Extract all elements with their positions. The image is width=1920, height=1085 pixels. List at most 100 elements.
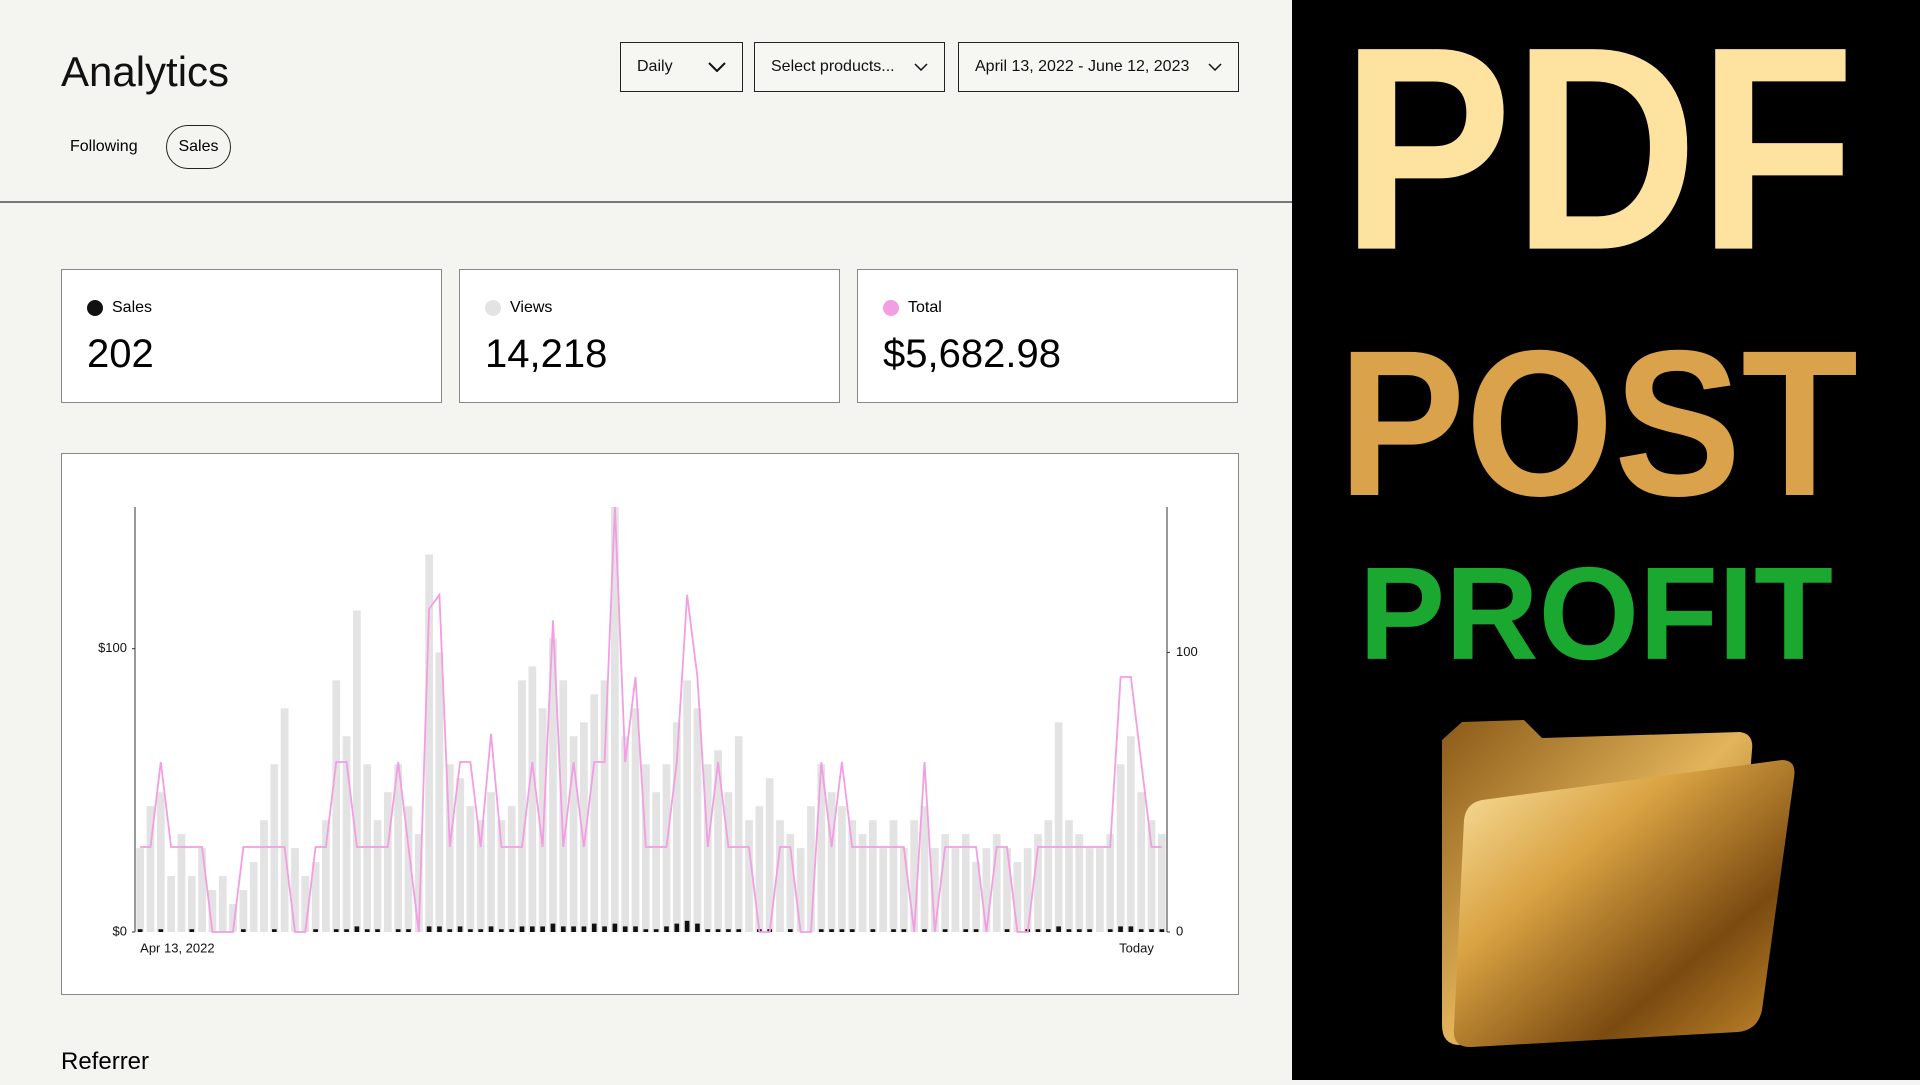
bar (395, 929, 401, 932)
bar (538, 708, 547, 932)
bar (519, 926, 525, 932)
bar (1085, 848, 1094, 932)
bar (1054, 722, 1063, 932)
bar (270, 764, 279, 932)
divider (0, 201, 1292, 203)
promo-line: PROFIT (1359, 540, 1833, 687)
bar (664, 926, 669, 932)
y-tick-label: $0 (113, 923, 127, 938)
bar (1127, 736, 1135, 932)
bar (1107, 929, 1113, 932)
bar (827, 792, 836, 932)
bar (487, 792, 495, 932)
bar (796, 848, 805, 932)
bar (1128, 926, 1134, 932)
bar (518, 680, 526, 932)
bar (705, 929, 711, 932)
bar (406, 929, 411, 932)
bar (631, 708, 640, 932)
bar (910, 820, 919, 932)
bar (271, 929, 277, 932)
bar (239, 890, 248, 932)
stat-value: 14,218 (485, 332, 608, 376)
bar (208, 890, 217, 932)
bar (383, 792, 392, 932)
bar (549, 638, 557, 932)
bar (643, 929, 649, 932)
bar (158, 929, 164, 932)
bar (1087, 929, 1092, 932)
bar (476, 820, 485, 932)
dropdown-label: Select products... (771, 58, 895, 75)
stat-label: Views (510, 299, 553, 316)
x-tick-label: Today (1119, 940, 1154, 955)
stat-card: Views 14,218 (459, 269, 840, 403)
products-dropdown[interactable]: Select products... (754, 42, 945, 92)
bar (509, 929, 515, 932)
chevron (1208, 63, 1222, 71)
bar (332, 680, 341, 932)
bar (218, 876, 227, 932)
bar (1096, 848, 1104, 932)
period-dropdown[interactable]: Daily (620, 42, 743, 92)
bar (488, 926, 494, 932)
stat-label: Sales (112, 299, 153, 316)
bar (1065, 820, 1073, 932)
bar (1118, 926, 1123, 932)
bar (447, 929, 453, 932)
bar (652, 792, 661, 932)
bar (241, 929, 246, 932)
bar (136, 848, 145, 932)
bar (901, 929, 907, 932)
bar (560, 926, 566, 932)
bar (899, 848, 908, 932)
promo-art: PDF POST PROFIT (1338, 0, 1858, 1048)
bar (817, 764, 826, 932)
y2-tick-label: 100 (1176, 644, 1198, 659)
bar (849, 929, 855, 932)
bar (1076, 929, 1082, 932)
tab[interactable]: Following (70, 138, 138, 155)
bar (1066, 929, 1072, 932)
bar (838, 806, 846, 932)
bar (942, 929, 948, 932)
tab-active[interactable]: Sales (166, 125, 231, 169)
bar (466, 806, 475, 932)
bar (354, 926, 360, 932)
bar (621, 736, 630, 932)
bar (869, 820, 877, 932)
bar (187, 876, 196, 932)
bar (930, 848, 939, 932)
bar (662, 764, 671, 932)
bar (611, 507, 619, 932)
bar (497, 820, 506, 932)
bar (734, 736, 743, 932)
bar (229, 904, 237, 932)
bar (468, 929, 473, 932)
bar (714, 750, 722, 932)
bar (786, 834, 795, 932)
bar (982, 848, 991, 932)
bar (137, 929, 143, 932)
line (140, 506, 1162, 933)
bar (683, 680, 691, 932)
bar (569, 736, 578, 932)
bar (745, 820, 753, 932)
bar (693, 708, 702, 932)
bar (961, 834, 970, 932)
bar (602, 926, 607, 932)
y-tick-label: $100 (98, 640, 127, 655)
bar (280, 708, 289, 932)
stat-card: Sales 202 (61, 269, 442, 403)
chevron (708, 62, 726, 72)
bar (992, 834, 1001, 932)
bar (1045, 929, 1051, 932)
bar (920, 806, 929, 932)
date-range-dropdown[interactable]: April 13, 2022 - June 12, 2023 (958, 42, 1239, 92)
bar (425, 554, 433, 932)
stat-label: Total (908, 299, 942, 316)
stat-value: $5,682.98 (883, 332, 1061, 376)
bar (633, 926, 638, 932)
bar (891, 929, 896, 932)
